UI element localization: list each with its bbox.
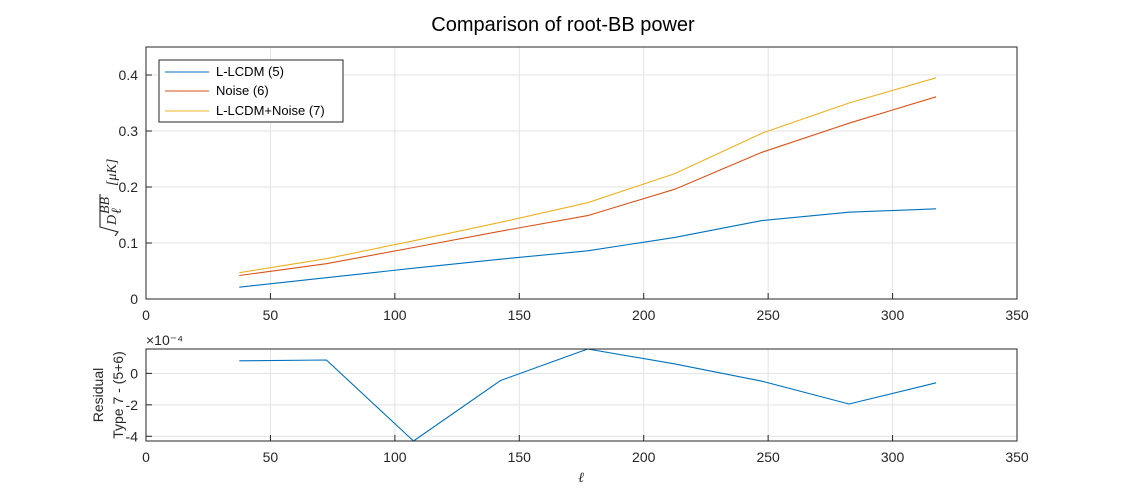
y-label-d: D bbox=[105, 215, 120, 226]
sqrt-symbol bbox=[99, 194, 119, 237]
residual-label-line2: Type 7 - (5+6) bbox=[110, 351, 126, 439]
bottom-y-tick-labels: -4 -2 0 bbox=[126, 365, 139, 444]
y-tick-label: 0.1 bbox=[119, 235, 139, 251]
top-ticks bbox=[145, 74, 1018, 300]
legend-entry-noise: Noise (6) bbox=[216, 83, 269, 98]
x-tick-label: 250 bbox=[756, 449, 780, 465]
x-tick-label: 200 bbox=[632, 449, 656, 465]
x-tick-label: 350 bbox=[1005, 307, 1029, 323]
y-tick-label: 0 bbox=[130, 365, 138, 381]
y-tick-label: 0.4 bbox=[119, 67, 139, 83]
residual-label-line1: Residual bbox=[90, 368, 106, 422]
bottom-exponent-label: ×10⁻⁴ bbox=[146, 332, 183, 348]
x-tick-label: 100 bbox=[383, 307, 407, 323]
bottom-x-axis-label: ℓ bbox=[578, 471, 584, 486]
series-line-l-lcdm-5 bbox=[239, 208, 937, 288]
x-tick-label: 0 bbox=[142, 449, 150, 465]
top-x-tick-labels: 0 50 100 150 200 250 300 350 bbox=[142, 307, 1029, 323]
legend-entry-l-lcdm-noise: L-LCDM+Noise (7) bbox=[216, 103, 325, 118]
y-tick-label: -2 bbox=[126, 397, 139, 413]
chart-title: Comparison of root-BB power bbox=[431, 14, 695, 36]
y-tick-label: 0.3 bbox=[119, 123, 139, 139]
legend-entry-l-lcdm: L-LCDM (5) bbox=[216, 64, 284, 79]
top-series-lines bbox=[239, 77, 937, 288]
x-tick-label: 200 bbox=[632, 307, 656, 323]
x-tick-label: 150 bbox=[508, 449, 532, 465]
y-label-subscript: ℓ bbox=[110, 208, 125, 214]
series-line-l-lcdm-noise-7 bbox=[239, 77, 937, 274]
series-line-noise-6 bbox=[239, 96, 937, 277]
y-label-superscript: BB bbox=[98, 196, 113, 214]
x-tick-label: 50 bbox=[263, 449, 279, 465]
x-tick-label: 100 bbox=[383, 449, 407, 465]
x-tick-label: 300 bbox=[881, 307, 905, 323]
x-tick-label: 50 bbox=[263, 307, 279, 323]
top-axes: 0 50 100 150 200 250 300 350 0 0.1 0.2 0.3 0.4 D ℓ … bbox=[98, 46, 1029, 323]
legend-box bbox=[158, 59, 344, 123]
y-label-unit: [μK] bbox=[105, 159, 120, 186]
top-axes-box bbox=[145, 46, 1018, 300]
x-tick-label: 300 bbox=[881, 449, 905, 465]
y-tick-label: -4 bbox=[126, 428, 139, 444]
bottom-grid bbox=[145, 349, 1018, 441]
x-tick-label: 150 bbox=[508, 307, 532, 323]
bottom-x-tick-labels: 0 50 100 150 200 250 300 350 bbox=[142, 449, 1029, 465]
x-tick-label: 350 bbox=[1005, 449, 1029, 465]
x-tick-label: 0 bbox=[142, 307, 150, 323]
bottom-ticks bbox=[145, 372, 1018, 441]
bottom-axes: 0 50 100 150 200 250 300 350 -4 -2 0 ×10⁻⁴ Residu… bbox=[90, 332, 1029, 486]
x-tick-label: 250 bbox=[756, 307, 780, 323]
top-y-axis-label: D ℓ BB [μK] bbox=[98, 159, 125, 237]
bottom-plot-area bbox=[146, 349, 1017, 441]
legend: L-LCDM (5) Noise (6) L-LCDM+Noise (7) bbox=[158, 59, 344, 123]
y-tick-label: 0 bbox=[130, 291, 138, 307]
top-y-tick-labels: 0 0.1 0.2 0.3 0.4 bbox=[119, 67, 139, 307]
y-tick-label: 0.2 bbox=[119, 179, 139, 195]
bottom-axes-box bbox=[145, 348, 1018, 442]
bottom-y-axis-label: Residual Type 7 - (5+6) bbox=[90, 351, 126, 439]
